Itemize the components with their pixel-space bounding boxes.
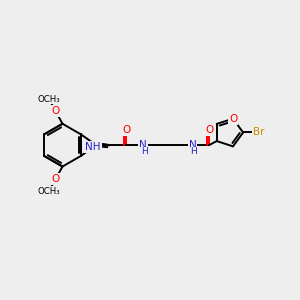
Text: OCH₃: OCH₃ (38, 187, 60, 196)
Text: O: O (122, 124, 130, 135)
Text: Br: Br (253, 128, 264, 137)
Text: OCH₃: OCH₃ (38, 94, 60, 103)
Text: N: N (139, 140, 147, 150)
Text: H: H (190, 147, 197, 156)
Text: O: O (205, 124, 213, 135)
Text: NH: NH (85, 142, 101, 152)
Text: H: H (141, 147, 148, 156)
Text: N: N (189, 140, 196, 150)
Text: O: O (229, 114, 237, 124)
Text: O: O (51, 106, 60, 116)
Text: O: O (51, 174, 60, 184)
